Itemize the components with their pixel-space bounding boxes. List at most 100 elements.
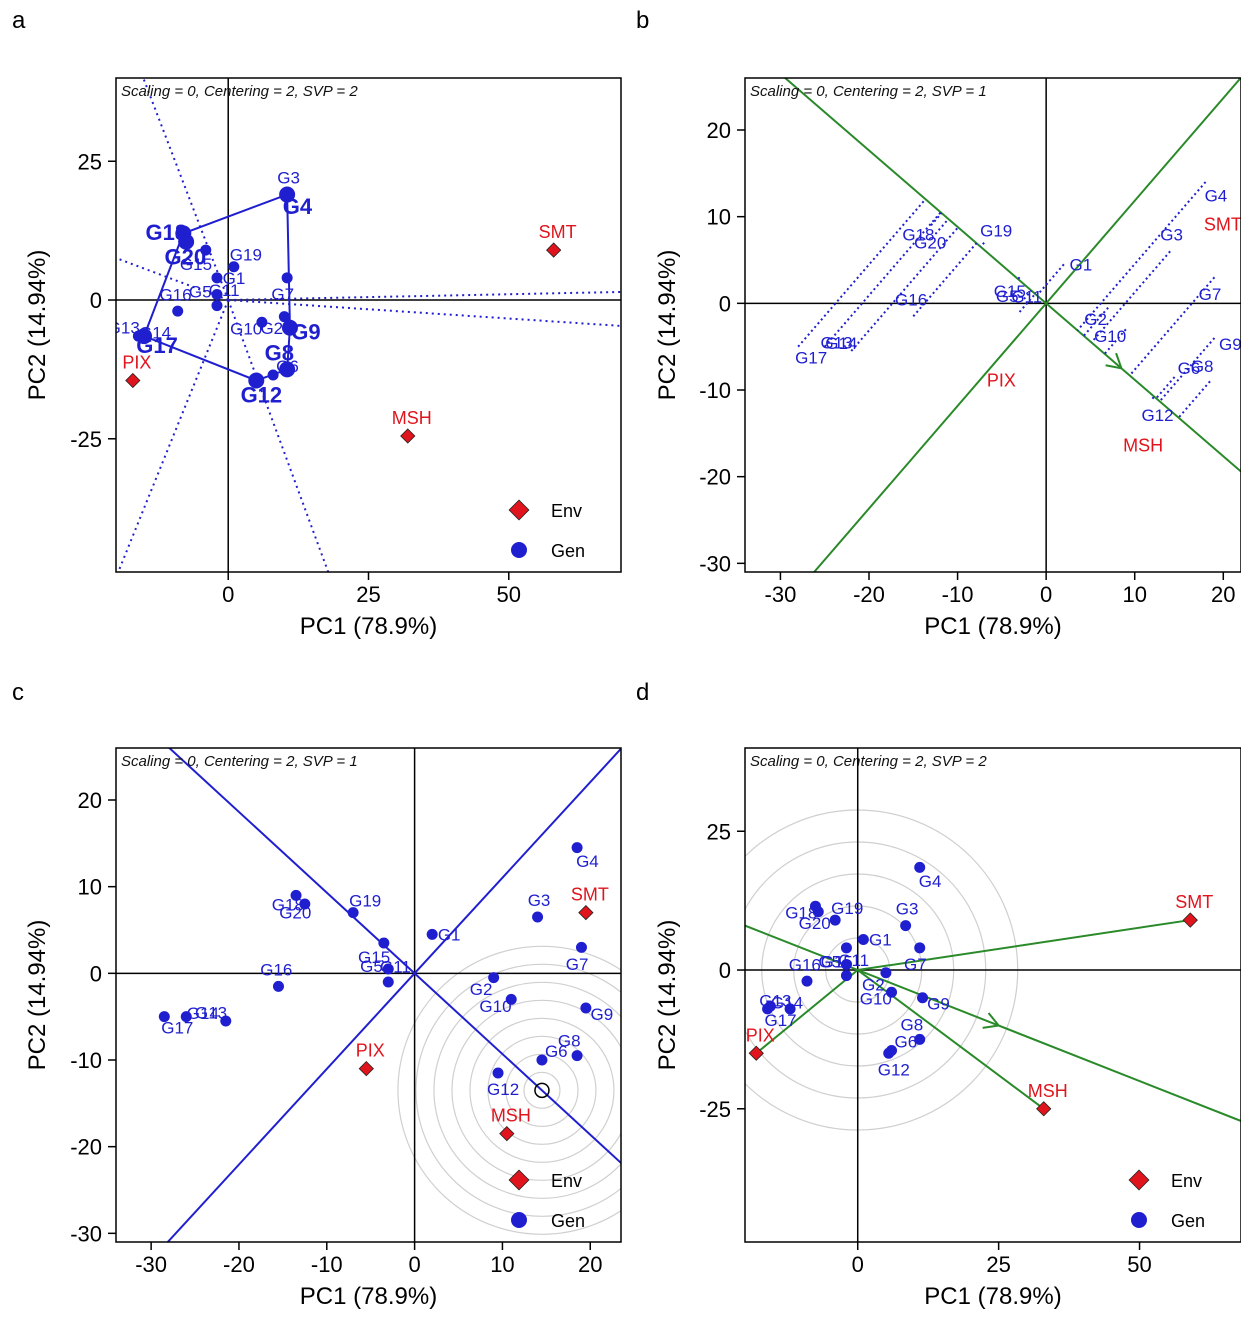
genotype-point <box>492 1067 504 1079</box>
genotype-point <box>914 861 926 873</box>
legend-env-label: Env <box>551 501 582 521</box>
projection-line <box>1018 293 1036 313</box>
genotype-point <box>917 992 929 1004</box>
genotype-point <box>158 1011 170 1023</box>
genotype-point <box>857 933 869 945</box>
y-tick-label: 20 <box>78 788 102 813</box>
genotype-point <box>809 900 821 912</box>
projection-line <box>1023 289 1033 300</box>
genotype-point <box>829 914 841 926</box>
genotype-point <box>279 361 296 378</box>
y-tick-label: -10 <box>70 1048 102 1073</box>
genotype-point <box>536 1054 548 1066</box>
x-tick-label: -10 <box>311 1252 343 1277</box>
genotype-point <box>382 963 394 975</box>
genotype-point <box>575 941 587 953</box>
projection-line <box>1017 276 1021 280</box>
genotype-label: G19 <box>980 222 1012 241</box>
x-tick-label: 20 <box>1211 582 1235 607</box>
concentric-circle <box>415 963 621 1217</box>
x-tick-label: 20 <box>578 1252 602 1277</box>
genotype-label: G2 <box>1084 310 1107 329</box>
x-tick-label: 10 <box>490 1252 514 1277</box>
panel-label-a: a <box>12 7 26 34</box>
environment-point <box>748 1045 764 1061</box>
y-axis-title: PC2 (14.94%) <box>654 250 681 401</box>
genotype-point <box>784 1003 796 1015</box>
y-tick-label: -10 <box>699 378 731 403</box>
genotype-label: G16 <box>260 960 292 979</box>
environment-point <box>1036 1101 1052 1117</box>
y-tick-label: 0 <box>719 291 731 316</box>
genotype-point <box>378 937 390 949</box>
legend-env-label: Env <box>551 1171 582 1191</box>
genotype-point <box>299 898 311 910</box>
genotype-point <box>571 1050 583 1062</box>
genotype-point <box>580 1002 592 1014</box>
genotype-label: G6 <box>895 1032 918 1051</box>
plot-area: G1G2G3G4G5G6G7G8G9G10G11G12G13G14G15G16G… <box>108 78 621 572</box>
genotype-point <box>883 1047 895 1059</box>
genotype-label: G5 <box>996 287 1019 306</box>
projection-line <box>1128 276 1216 377</box>
genotype-label: G15 <box>358 948 390 967</box>
environment-point <box>400 428 416 444</box>
genotype-label: G4 <box>1205 186 1228 205</box>
genotype-point <box>840 942 852 954</box>
environment-point <box>499 1126 515 1142</box>
legend-env-marker <box>508 1169 530 1191</box>
x-tick-label: 25 <box>356 582 380 607</box>
genotype-label: G10 <box>1094 327 1126 346</box>
genotype-label: G18 <box>902 226 934 245</box>
genotype-label: G10 <box>479 997 511 1016</box>
plot-frame <box>744 77 1241 573</box>
genotype-point <box>914 1033 926 1045</box>
genotype-label: G1 <box>869 930 892 949</box>
genotype-point <box>571 842 583 854</box>
concentric-circle <box>487 1035 597 1145</box>
genotype-label: G15 <box>821 953 853 972</box>
environment-label: PIX <box>356 1041 385 1061</box>
aec-ordinate <box>166 748 621 1242</box>
genotype-label: G15 <box>994 282 1026 301</box>
genotype-label: G11 <box>209 281 240 300</box>
genotype-label: G12 <box>1141 406 1173 425</box>
genotype-label: G3 <box>896 900 919 919</box>
plot-frame <box>115 77 622 573</box>
x-tick-label: -30 <box>765 582 797 607</box>
genotype-label: G13 <box>195 1003 227 1022</box>
panel-label-b: b <box>636 7 649 34</box>
plot-frame <box>115 747 622 1243</box>
concentric-circle <box>451 999 621 1181</box>
genotype-point <box>172 305 184 317</box>
projection-line <box>1036 263 1065 297</box>
concentric-circle <box>397 945 621 1235</box>
aec-arrow-head <box>1105 352 1123 370</box>
environment-label: MSH <box>491 1106 531 1126</box>
y-tick-label: -25 <box>699 1097 731 1122</box>
genotype-point <box>840 970 852 982</box>
genotype-label: G3 <box>277 169 300 188</box>
environment-label: MSH <box>1123 436 1163 456</box>
genotype-label: G9 <box>590 1005 613 1024</box>
legend-gen-marker <box>511 542 527 558</box>
plot-area: G1G2G3G4G5G6G7G8G9G10G11G12G13G14G15G16G… <box>745 748 1241 1242</box>
environment-point <box>1182 912 1198 928</box>
genotype-point <box>267 369 279 381</box>
genotype-label: G17 <box>795 349 827 368</box>
concentric-circle <box>469 1017 615 1163</box>
y-tick-label: 10 <box>707 205 731 230</box>
genotype-point <box>211 272 223 284</box>
genotype-label: G13 <box>108 319 140 338</box>
y-tick-label: 20 <box>707 118 731 143</box>
genotype-label: G16 <box>789 955 821 974</box>
genotype-point <box>281 319 298 336</box>
y-tick-label: 25 <box>78 149 102 174</box>
x-axis-title: PC1 (78.9%) <box>924 1283 1061 1310</box>
x-tick-label: -30 <box>135 1252 167 1277</box>
x-tick-label: 0 <box>222 582 234 607</box>
projection-line <box>930 212 943 226</box>
genotype-point <box>488 972 500 984</box>
projection-line <box>797 198 927 348</box>
genotype-label: G14 <box>771 993 803 1012</box>
